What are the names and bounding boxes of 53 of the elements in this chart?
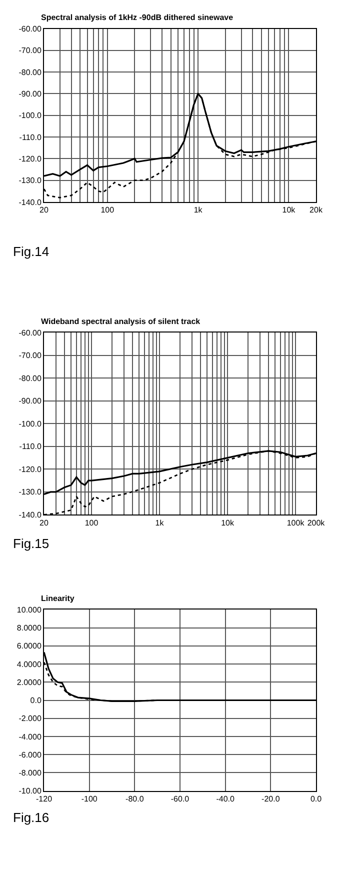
y-tick-label: -110.0 xyxy=(19,132,42,142)
caption: Fig.16 xyxy=(13,810,50,825)
y-tick-label: -140.0 xyxy=(18,198,42,207)
y-tick-label: -80.00 xyxy=(18,374,42,383)
x-tick-label: 20 xyxy=(40,206,49,215)
y-tick-label: 0.0 xyxy=(30,696,42,706)
y-tick-label: -140.0 xyxy=(18,510,42,520)
y-tick-label: -130.0 xyxy=(18,488,42,497)
x-tick-label: 100 xyxy=(100,206,115,215)
y-tick-label: 2.0000 xyxy=(16,678,42,687)
y-tick-label: -120.0 xyxy=(18,464,42,474)
caption: Fig.14 xyxy=(13,244,50,259)
chart-title: Wideband spectral analysis of silent track xyxy=(41,317,201,326)
y-tick-label: -90.00 xyxy=(18,90,42,99)
caption: Fig.15 xyxy=(13,536,50,551)
y-tick-label: -70.00 xyxy=(18,46,42,56)
x-tick-label: 100k xyxy=(286,518,306,528)
x-tick-label: -40.0 xyxy=(216,794,235,804)
y-tick-label: -4.000 xyxy=(18,732,42,742)
x-tick-label: -120 xyxy=(36,794,53,804)
x-tick-label: 1k xyxy=(155,518,165,528)
x-tick-label: 20k xyxy=(310,206,324,215)
y-tick-label: -100.0 xyxy=(18,419,42,428)
chart-title: Spectral analysis of 1kHz -90dB dithered sinewave xyxy=(41,13,234,22)
y-tick-label: -80.00 xyxy=(18,68,42,77)
x-tick-label: 10k xyxy=(282,206,296,215)
y-tick-label: -130.0 xyxy=(18,176,42,186)
x-tick-label: 200k xyxy=(307,518,326,528)
x-tick-label: 20 xyxy=(40,518,49,528)
x-tick-label: 100 xyxy=(84,518,99,528)
x-tick-label: -80.0 xyxy=(126,794,144,804)
y-tick-label: -120.0 xyxy=(18,154,42,164)
y-tick-label: -70.00 xyxy=(18,351,42,360)
y-tick-label: -60.00 xyxy=(18,24,42,34)
x-tick-label: -100 xyxy=(81,794,98,804)
y-tick-label: 8.0000 xyxy=(16,624,42,633)
y-tick-label: -2.000 xyxy=(18,714,42,724)
x-tick-label: -20.0 xyxy=(262,794,280,804)
y-tick-label: -60.00 xyxy=(18,328,42,338)
y-tick-label: -100.0 xyxy=(18,111,42,120)
y-tick-label: -110.0 xyxy=(19,442,42,452)
x-tick-label: -60.0 xyxy=(170,794,190,804)
y-tick-label: -10.00 xyxy=(18,786,42,796)
x-tick-label: 10k xyxy=(221,518,235,528)
y-tick-label: -8.000 xyxy=(18,768,42,778)
x-tick-label: 0.0 xyxy=(310,794,322,804)
y-tick-label: 6.0000 xyxy=(16,642,42,651)
y-tick-label: 10.000 xyxy=(16,606,42,615)
y-tick-label: -90.00 xyxy=(18,396,42,406)
y-tick-label: 4.0000 xyxy=(16,660,42,669)
y-tick-label: -6.000 xyxy=(18,750,42,760)
chart-title: Linearity xyxy=(41,594,75,603)
x-tick-label: 1k xyxy=(194,206,204,215)
